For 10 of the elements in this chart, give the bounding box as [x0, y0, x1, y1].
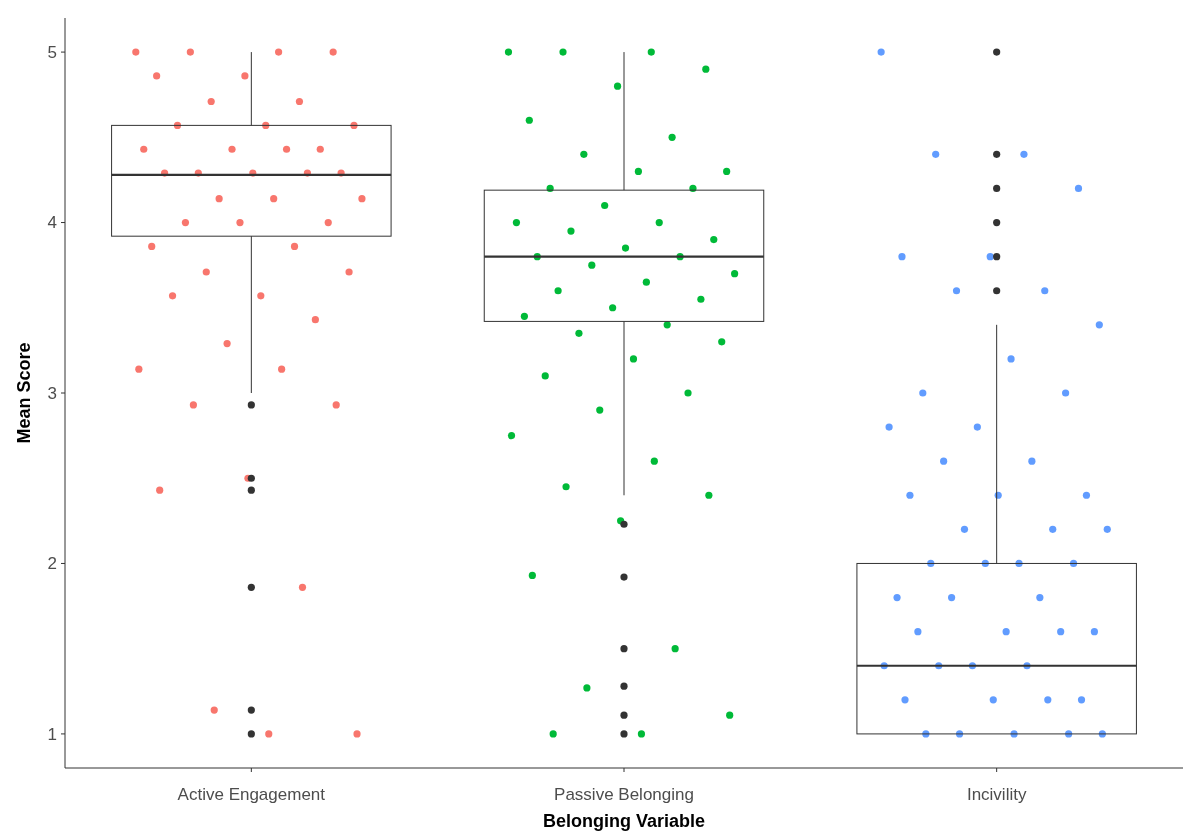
y-tick-label: 3 [47, 383, 57, 403]
y-tick-label: 5 [47, 43, 57, 63]
x-tick-label: Active Engagement [177, 785, 326, 804]
y-tick-label: 1 [47, 724, 57, 744]
y-axis-title: Mean Score [14, 342, 34, 444]
y-tick-label: 2 [47, 554, 57, 574]
x-tick-label: Passive Belonging [554, 785, 694, 804]
x-axis-title: Belonging Variable [542, 811, 706, 831]
y-tick-label: 4 [47, 213, 57, 233]
x-tick-label: Incivility [966, 785, 1027, 804]
